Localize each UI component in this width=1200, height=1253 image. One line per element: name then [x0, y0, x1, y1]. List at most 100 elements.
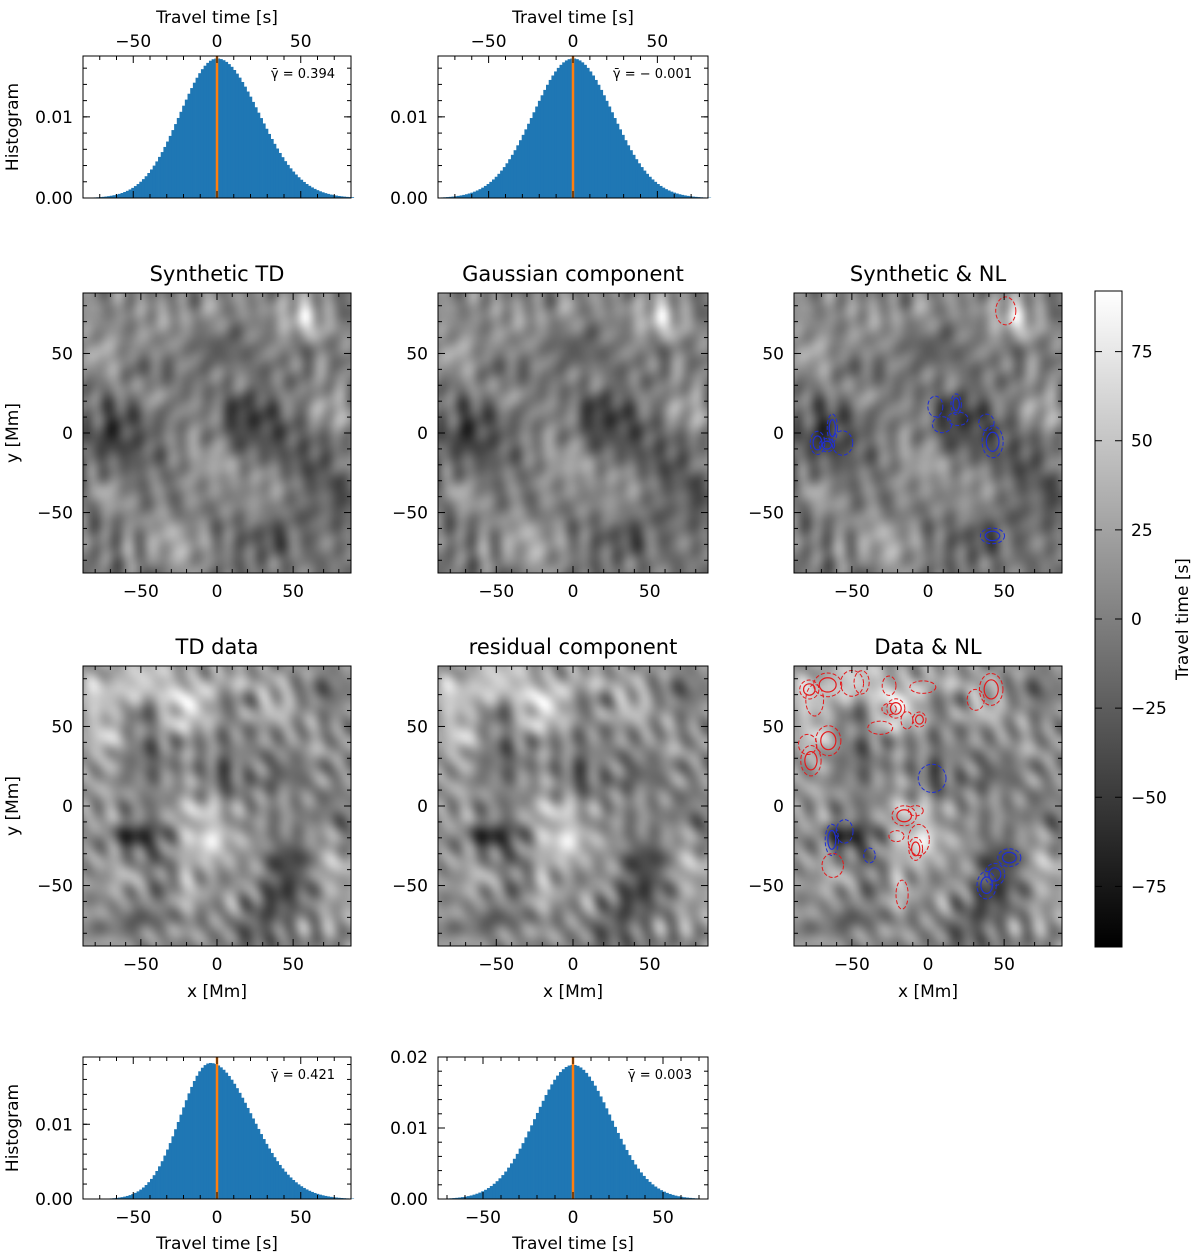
x-tick-label: 50 [639, 582, 661, 602]
histogram-bar [527, 1131, 531, 1199]
positive-contour [867, 720, 894, 735]
histogram-bar [481, 187, 485, 198]
histogram-bar [465, 194, 469, 198]
histogram-bar [203, 1065, 207, 1199]
histogram-bar [286, 1174, 290, 1199]
histogram-bar [238, 1092, 242, 1199]
histogram-bar [123, 1196, 127, 1199]
histogram-bar [551, 75, 555, 198]
histogram-bar [254, 107, 258, 198]
histogram-bar [318, 1194, 322, 1199]
histogram-bar [155, 161, 159, 198]
histogram-bar [636, 1168, 640, 1199]
histogram-bar [313, 1192, 317, 1199]
histogram-bar [504, 1171, 508, 1199]
y-tick-label: 0 [773, 424, 784, 444]
x-tick-label: −50 [834, 955, 870, 975]
histogram-bar [235, 1088, 239, 1199]
histogram-bar [533, 1119, 537, 1199]
histogram-bar [275, 148, 280, 198]
histogram-bar [575, 59, 579, 198]
histogram-bar [554, 71, 558, 198]
histogram-bar [351, 197, 355, 198]
negative-contour [835, 819, 854, 844]
histogram-bar [133, 186, 137, 198]
histogram-bar [163, 146, 167, 198]
x-tick-label: 0 [212, 955, 223, 975]
histogram-bar [573, 58, 577, 198]
negative-contour [818, 437, 836, 453]
histogram-bar [495, 1181, 499, 1199]
x-tick-label: −50 [115, 1208, 151, 1228]
histogram-bar [494, 176, 498, 198]
heatmap-panel-map-data-nl: −50 0 50 −50 0 50 Data & NL x [Mm] [748, 635, 1063, 1002]
histogram-bar [541, 1100, 545, 1199]
histogram-bar [200, 69, 204, 198]
positive-contour [995, 296, 1017, 326]
x-tick-label: −50 [478, 582, 514, 602]
positive-contour [820, 731, 837, 751]
negative-contour [824, 823, 839, 857]
colorbar-tick-label: 75 [1131, 343, 1153, 363]
histogram-bar [567, 59, 571, 198]
histogram-bar [505, 163, 509, 198]
negative-contour [927, 395, 944, 418]
histogram-bar [211, 59, 215, 198]
histogram-bar [254, 1123, 258, 1199]
histogram-bar [556, 67, 560, 198]
histogram-bar [179, 1114, 183, 1199]
histogram-bar [524, 1137, 528, 1199]
x-tick-label: 50 [282, 955, 304, 975]
histogram-bar [227, 1075, 231, 1199]
histogram-bar [682, 1197, 687, 1199]
histogram-bar [683, 195, 687, 198]
histogram-bar [340, 196, 344, 198]
histogram-bar [463, 1196, 468, 1199]
histogram-bar [251, 1118, 255, 1199]
histogram-bar [334, 195, 338, 198]
x-tick-label: 0 [568, 955, 579, 975]
histogram-bar [324, 193, 328, 198]
positive-contour [815, 725, 842, 757]
histogram-bar [451, 196, 455, 198]
histogram-bar [233, 70, 237, 198]
skewness-annotation: γ̄ = 0.003 [628, 1068, 692, 1083]
histogram-bar [605, 100, 609, 198]
histogram-bar [616, 1132, 620, 1199]
histogram-bar [556, 1075, 560, 1199]
x-tick-label: −50 [115, 32, 151, 52]
histogram-bar [659, 185, 663, 198]
histogram-bar [292, 1179, 296, 1199]
histogram-bar [599, 1096, 603, 1199]
histogram-bar [500, 170, 504, 198]
histogram-bar [198, 1071, 202, 1199]
histogram-bar [243, 86, 247, 198]
x-tick-label: 50 [652, 1208, 674, 1228]
negative-contour [821, 440, 833, 450]
y-tick-label: 0.00 [35, 1190, 73, 1210]
histogram-bar [267, 133, 271, 198]
histogram-bar [448, 196, 452, 198]
histogram-bar [582, 1069, 586, 1199]
y-axis-label: y [Mm] [3, 403, 23, 463]
positive-contour [800, 744, 822, 777]
histogram-bar [246, 1107, 250, 1199]
x-tick-label: 50 [290, 32, 312, 52]
histogram-bar [219, 59, 223, 198]
histogram-bar [567, 1065, 571, 1199]
histogram-bar [230, 1079, 234, 1199]
positive-contour [804, 750, 818, 771]
nl-contours [809, 296, 1017, 545]
y-tick-label: −50 [37, 877, 73, 897]
histogram-bar [128, 189, 132, 198]
histogram-bar [475, 190, 479, 198]
histogram-bar [562, 62, 566, 198]
histogram-bar [337, 1197, 341, 1199]
histogram-bar [192, 82, 196, 198]
negative-contour [976, 871, 997, 900]
y-tick-label: 0.02 [390, 1048, 428, 1068]
histogram-bar [246, 91, 250, 198]
negative-contour [831, 430, 854, 456]
histogram-bar [241, 1097, 245, 1199]
histogram-bar [337, 195, 341, 198]
